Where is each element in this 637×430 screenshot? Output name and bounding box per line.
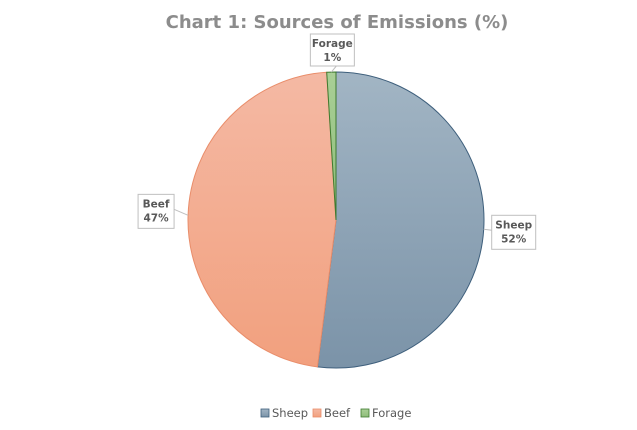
label-category-sheep: Sheep [495,219,532,231]
label-value-forage: 1% [323,52,341,64]
legend-label-forage: Forage [372,406,411,420]
label-category-forage: Forage [312,38,353,50]
data-labels: Sheep 52% Beef 47% Forage 1% [137,33,537,250]
leader-line-forage [330,65,337,73]
slice-sheep [316,71,485,369]
leader-line-sheep [483,228,492,231]
legend-swatch-beef [312,408,322,418]
label-value-beef: 47% [144,212,170,224]
legend-label-sheep: Sheep [272,406,308,420]
legend-item-beef: Beef [312,406,351,420]
legend-label-beef: Beef [324,406,351,420]
pie-slices [187,71,485,369]
slice-beef [187,71,337,368]
label-category-beef: Beef [143,198,170,210]
legend-item-forage: Forage [360,406,411,420]
label-box-forage [309,33,355,67]
legend-swatch-forage [360,408,370,418]
label-box-sheep [491,214,537,250]
legend: Sheep Beef Forage [260,406,411,420]
label-value-sheep: 52% [501,233,527,245]
leader-line-beef [173,208,189,216]
legend-item-sheep: Sheep [260,406,308,420]
chart-title: Chart 1: Sources of Emissions (%) [166,12,509,33]
data-label-sheep: Sheep 52% [483,214,537,250]
data-label-forage: Forage 1% [309,33,355,73]
data-label-beef: Beef 47% [137,193,189,229]
legend-swatch-sheep [260,408,270,418]
label-box-beef [137,193,175,229]
